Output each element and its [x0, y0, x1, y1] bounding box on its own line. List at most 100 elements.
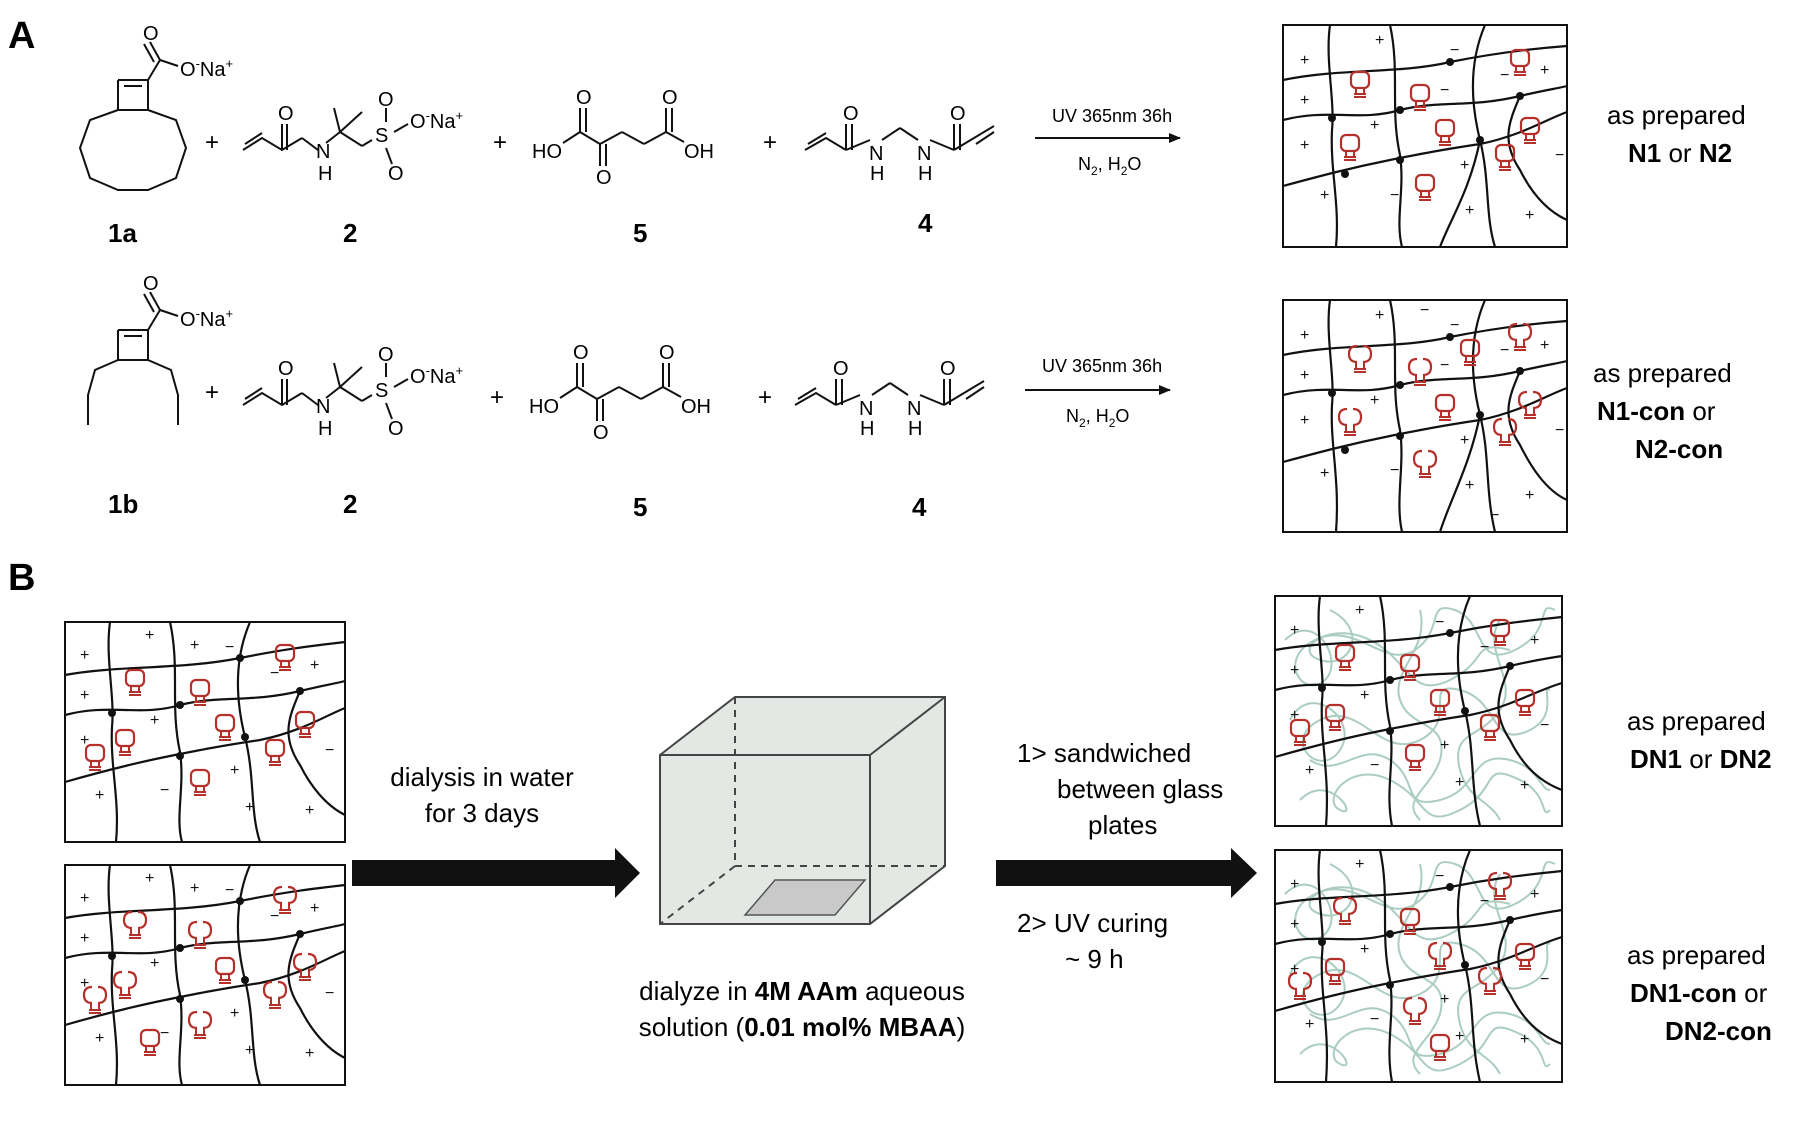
- svg-text:+: +: [1300, 137, 1309, 154]
- panelb-dn-network-con: + + + − − + − + + − + + + + −: [1274, 849, 1563, 1083]
- svg-text:+: +: [1320, 465, 1329, 482]
- svg-text:+: +: [1460, 432, 1469, 449]
- dn-result-line2: DN1 or DN2: [1630, 744, 1772, 774]
- row2-2-sulfonate-label: O-Na+: [410, 363, 463, 388]
- row2-compound-4: [794, 379, 985, 406]
- row1-label-4: 4: [918, 208, 933, 238]
- svg-text:+: +: [1520, 1031, 1529, 1048]
- row2-1b-oxygen: O: [143, 273, 159, 295]
- svg-text:+: +: [1455, 1028, 1464, 1045]
- panel-a-letter: A: [8, 15, 35, 57]
- dn-result-line1: as prepared: [1627, 706, 1766, 736]
- row2-compound-5: [559, 363, 682, 421]
- svg-text:+: +: [1370, 392, 1379, 409]
- svg-text:+: +: [1525, 207, 1534, 224]
- dialysis-label-line1: dialysis in water: [390, 762, 574, 792]
- svg-text:−: −: [1540, 971, 1549, 988]
- panelb-network-single-con: + + + − − + − + + − + + + + − +: [64, 864, 346, 1086]
- row2-4-o-1: O: [833, 358, 849, 380]
- row2-2-n: N: [316, 396, 330, 418]
- svg-text:−: −: [1555, 422, 1564, 439]
- svg-text:−: −: [210, 935, 219, 952]
- svg-text:+: +: [80, 647, 89, 664]
- svg-text:+: +: [305, 1045, 314, 1062]
- svg-text:+: +: [1360, 941, 1369, 958]
- row1-plus-2: +: [493, 129, 507, 156]
- row1-result-line1: as prepared: [1607, 100, 1746, 130]
- row1-2-sulfonate-label: O-Na+: [410, 108, 463, 133]
- svg-text:+: +: [1360, 687, 1369, 704]
- svg-text:+: +: [1290, 876, 1299, 893]
- svg-text:−: −: [1390, 462, 1399, 479]
- svg-text:−: −: [1370, 757, 1379, 774]
- svg-text:+: +: [1530, 632, 1539, 649]
- svg-text:−: −: [1450, 317, 1459, 334]
- svg-text:+: +: [1355, 856, 1364, 873]
- row2-5-o-3: O: [659, 342, 675, 364]
- row1-arrow-condition-top: UV 365nm 36h: [1052, 106, 1172, 126]
- svg-text:+: +: [1300, 412, 1309, 429]
- panel-b-letter: B: [8, 557, 35, 599]
- row1-1a-carboxylate-label: O-Na+: [180, 56, 233, 81]
- svg-text:−: −: [1480, 893, 1489, 910]
- row2-5-o-2: O: [593, 422, 609, 444]
- svg-text:−: −: [1390, 187, 1399, 204]
- svg-text:+: +: [80, 732, 89, 749]
- dn-con-result-line3: DN2-con: [1665, 1016, 1772, 1046]
- row1-5-oh: OH: [684, 141, 714, 163]
- row1-plus-3: +: [763, 129, 777, 156]
- svg-text:+: +: [305, 802, 314, 819]
- svg-text:−: −: [1490, 507, 1499, 524]
- row1-2-o-bottom: O: [388, 163, 404, 185]
- dialyze-caption-line1: dialyze in 4M AAm aqueous: [639, 976, 965, 1006]
- svg-text:−: −: [325, 985, 334, 1002]
- row1-2-h: H: [318, 163, 332, 185]
- svg-text:−: −: [270, 908, 279, 925]
- svg-text:+: +: [310, 900, 319, 917]
- svg-text:+: +: [95, 787, 104, 804]
- svg-text:+: +: [1540, 337, 1549, 354]
- dn-con-result-line1: as prepared: [1627, 940, 1766, 970]
- svg-text:+: +: [245, 1042, 254, 1059]
- svg-text:−: −: [225, 639, 234, 656]
- row2-result-line3: N2-con: [1635, 434, 1723, 464]
- row2-label-4: 4: [912, 492, 927, 522]
- row2-result-line2: N1-con or: [1597, 396, 1716, 426]
- row1-1a-oxygen: O: [143, 23, 159, 45]
- svg-text:+: +: [245, 799, 254, 816]
- svg-text:+: +: [150, 955, 159, 972]
- row2-arrow-condition-bottom: N2, H2O: [1066, 406, 1129, 430]
- row1-label-1a: 1a: [108, 218, 137, 248]
- row1-plus-1: +: [205, 129, 219, 156]
- svg-text:+: +: [1290, 961, 1299, 978]
- row1-2-n: N: [316, 141, 330, 163]
- row2-5-oh: OH: [681, 396, 711, 418]
- row1-4-o-2: O: [950, 103, 966, 125]
- svg-text:+: +: [145, 870, 154, 887]
- svg-text:+: +: [1440, 737, 1449, 754]
- svg-text:−: −: [160, 782, 169, 799]
- svg-text:+: +: [1455, 774, 1464, 791]
- row1-compound-5: [562, 108, 685, 166]
- svg-text:+: +: [230, 1005, 239, 1022]
- dn-con-result-line2: DN1-con or: [1630, 978, 1768, 1008]
- svg-text:+: +: [310, 657, 319, 674]
- svg-text:+: +: [145, 627, 154, 644]
- svg-text:−: −: [1370, 1011, 1379, 1028]
- svg-text:+: +: [95, 1030, 104, 1047]
- svg-text:+: +: [1300, 92, 1309, 109]
- svg-text:+: +: [1300, 367, 1309, 384]
- dialysis-tank: [659, 696, 946, 925]
- svg-text:+: +: [1465, 202, 1474, 219]
- dialysis-label-line2: for 3 days: [425, 798, 539, 828]
- row2-label-2: 2: [343, 489, 357, 519]
- svg-text:−: −: [325, 742, 334, 759]
- row2-plus-3: +: [758, 384, 772, 411]
- svg-text:−: −: [1555, 147, 1564, 164]
- svg-text:−: −: [210, 692, 219, 709]
- svg-text:+: +: [1300, 327, 1309, 344]
- row1-5-o-2: O: [596, 167, 612, 189]
- dialysis-arrow: [352, 848, 640, 898]
- svg-text:−: −: [1540, 717, 1549, 734]
- svg-text:−: −: [1440, 82, 1449, 99]
